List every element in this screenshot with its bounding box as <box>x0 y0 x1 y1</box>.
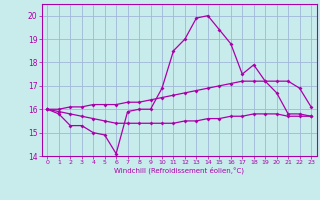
X-axis label: Windchill (Refroidissement éolien,°C): Windchill (Refroidissement éolien,°C) <box>114 167 244 174</box>
